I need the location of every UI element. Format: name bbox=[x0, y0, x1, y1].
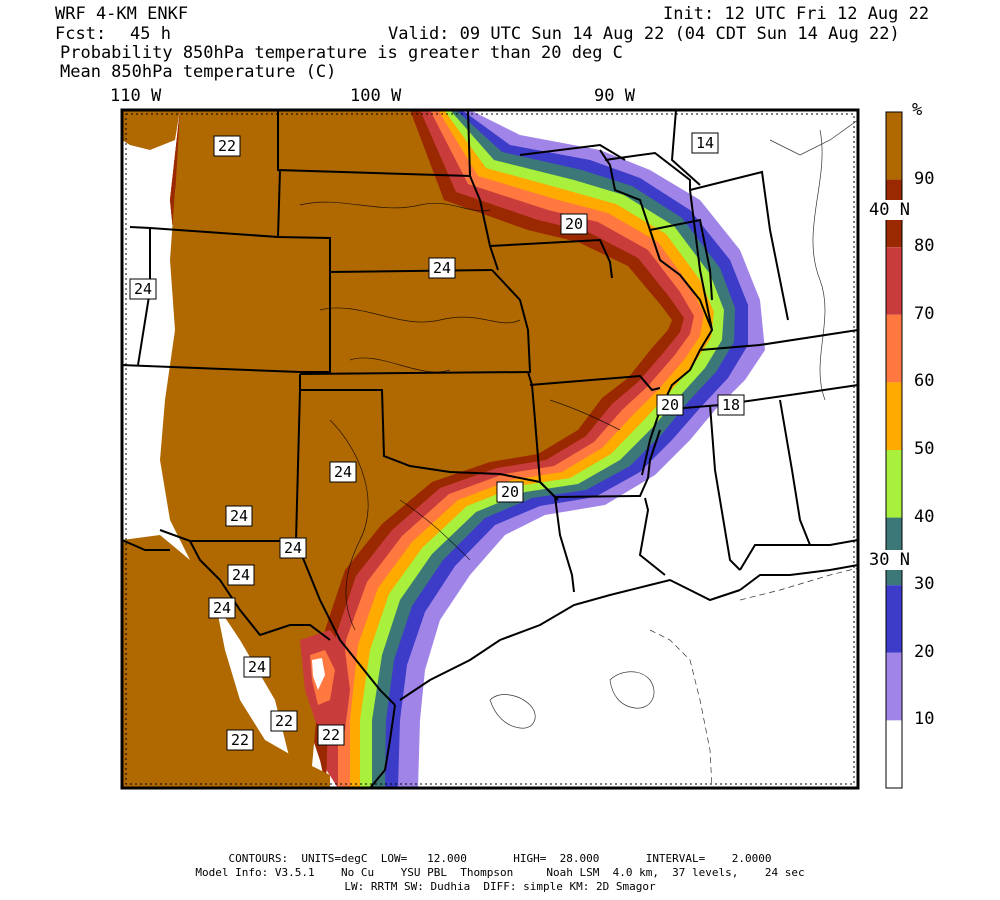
contour-label: 14 bbox=[696, 134, 714, 152]
temperature-contours bbox=[299, 119, 858, 788]
contour-label-box bbox=[317, 724, 345, 746]
legend-label: 40 bbox=[914, 506, 935, 527]
contour-label-box bbox=[243, 656, 271, 678]
legend-unit: % bbox=[912, 100, 923, 120]
contour-label: 24 bbox=[213, 599, 231, 617]
legend-label: 10 bbox=[914, 709, 935, 730]
legend-swatch bbox=[886, 382, 902, 450]
contour-label-box bbox=[226, 729, 254, 751]
contour-title: Mean 850hPa temperature (C) bbox=[60, 62, 337, 82]
contour-label: 24 bbox=[134, 280, 152, 298]
contour-label: 24 bbox=[232, 566, 250, 584]
contour-label-box bbox=[129, 278, 157, 300]
legend-swatch bbox=[886, 314, 902, 383]
contour-label-box bbox=[717, 394, 745, 416]
contour-label-box bbox=[329, 461, 357, 483]
forecast-hour: 45 h bbox=[130, 24, 171, 44]
legend-swatch bbox=[886, 585, 902, 653]
map-frame bbox=[120, 108, 860, 790]
contour-label-box bbox=[279, 537, 307, 559]
contour-label: 20 bbox=[501, 483, 519, 501]
legend-label: 60 bbox=[914, 371, 935, 392]
contour-label: 20 bbox=[565, 215, 583, 233]
contour-label: 22 bbox=[322, 726, 340, 744]
contour-label-box bbox=[496, 481, 524, 503]
contour-label-box bbox=[691, 132, 719, 154]
probability-field bbox=[122, 110, 858, 788]
legend-label: 80 bbox=[914, 236, 935, 257]
contour-label-box bbox=[227, 564, 255, 586]
legend-label: 20 bbox=[914, 641, 935, 662]
model-title: WRF 4-KM ENKF bbox=[55, 4, 189, 24]
legend-label: 30 bbox=[914, 574, 935, 595]
contour-label: 22 bbox=[231, 731, 249, 749]
lon-label-110w: 110 W bbox=[110, 86, 162, 106]
forecast-label: Fcst: bbox=[55, 24, 107, 44]
contour-label: 24 bbox=[334, 463, 352, 481]
lon-label-90w: 90 W bbox=[594, 86, 635, 106]
state-borders bbox=[122, 110, 858, 788]
contour-label: 24 bbox=[433, 259, 451, 277]
contour-label-box bbox=[560, 213, 588, 235]
legend-swatch bbox=[886, 247, 902, 315]
legend-swatch bbox=[886, 720, 902, 788]
contour-label-box bbox=[208, 597, 236, 619]
legend-swatch bbox=[886, 450, 902, 518]
legend-swatch bbox=[886, 112, 902, 180]
contour-label: 18 bbox=[722, 396, 740, 414]
contour-label: 20 bbox=[661, 396, 679, 414]
lat-label-30n: 30 N bbox=[868, 550, 911, 570]
legend-swatch bbox=[886, 652, 902, 721]
contour-label-box bbox=[225, 505, 253, 527]
init-time: Init: 12 UTC Fri 12 Aug 22 bbox=[663, 4, 930, 24]
contour-label-box bbox=[428, 257, 456, 279]
legend-label: 50 bbox=[914, 439, 935, 459]
legend-label: 90 bbox=[914, 168, 935, 189]
footer-model-info: Model Info: V3.5.1 No Cu YSU PBL Thompso… bbox=[195, 866, 805, 879]
contour-label-box bbox=[213, 135, 241, 157]
footer-physics: LW: RRTM SW: Dudhia DIFF: simple KM: 2D … bbox=[344, 880, 656, 893]
contour-label: 22 bbox=[275, 712, 293, 730]
lat-label-40n: 40 N bbox=[868, 200, 911, 220]
valid-time: Valid: 09 UTC Sun 14 Aug 22 (04 CDT Sun … bbox=[388, 24, 900, 44]
contour-label: 22 bbox=[218, 137, 236, 155]
legend-frame bbox=[885, 111, 903, 789]
footer-contours: CONTOURS: UNITS=degC LOW= 12.000 HIGH= 2… bbox=[228, 852, 772, 865]
color-legend bbox=[885, 111, 903, 789]
contour-label: 24 bbox=[230, 507, 248, 525]
contour-label: 24 bbox=[248, 658, 266, 676]
contour-label: 24 bbox=[284, 539, 302, 557]
contour-label-box bbox=[656, 394, 684, 416]
contour-label-box bbox=[270, 710, 298, 732]
legend-label: 70 bbox=[914, 303, 935, 324]
lon-label-100w: 100 W bbox=[350, 86, 402, 106]
field-title: Probability 850hPa temperature is greate… bbox=[60, 43, 623, 63]
